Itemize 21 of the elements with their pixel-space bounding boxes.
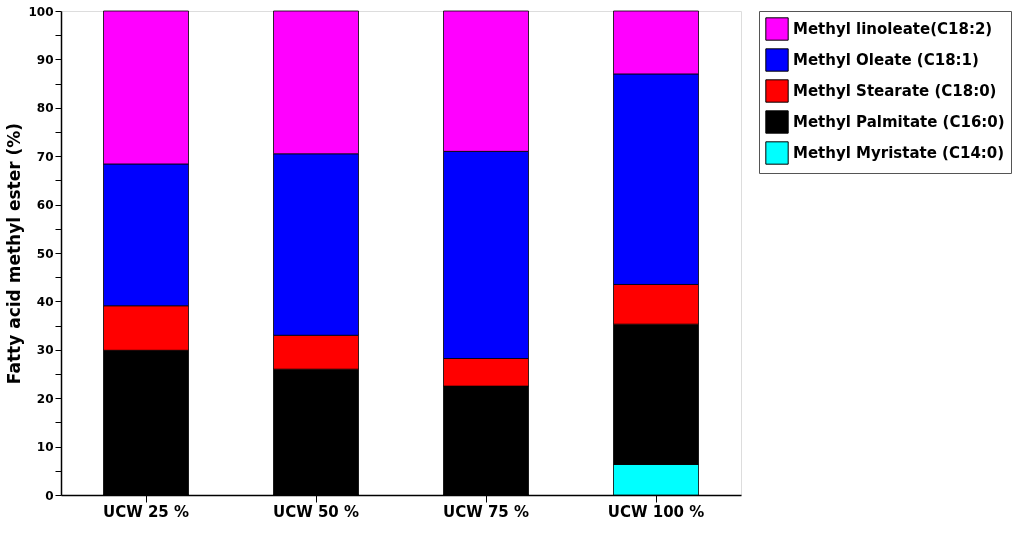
- legend-label: Methyl Oleate (C18:1): [793, 51, 979, 69]
- y-tick-label: 100: [28, 4, 54, 19]
- y-tick-label: 70: [36, 149, 54, 164]
- y-tick-label: 10: [36, 440, 54, 455]
- legend-label: Methyl Stearate (C18:0): [793, 82, 997, 100]
- y-tick-label: 50: [36, 246, 54, 261]
- y-tick-label: 60: [36, 198, 54, 213]
- y-tick-label: 80: [36, 101, 54, 116]
- y-axis-title: Fatty acid methyl ester (%): [4, 122, 25, 385]
- y-tick-label: 30: [36, 343, 54, 358]
- x-tick-label: UCW 100 %: [607, 502, 705, 521]
- y-tick-label: 0: [45, 488, 54, 503]
- legend-label: Methyl linoleate(C18:2): [793, 20, 993, 38]
- y-tick-label: 20: [36, 391, 54, 406]
- y-tick-label: 90: [36, 52, 54, 67]
- legend-label: Methyl Myristate (C14:0): [793, 144, 1005, 162]
- y-tick-label: 40: [36, 294, 54, 309]
- legend-label: Methyl Palmitate (C16:0): [793, 113, 1005, 131]
- x-tick-label: UCW 25 %: [102, 502, 190, 521]
- x-tick-label: UCW 75 %: [442, 502, 530, 521]
- x-tick-label: UCW 50 %: [272, 502, 360, 521]
